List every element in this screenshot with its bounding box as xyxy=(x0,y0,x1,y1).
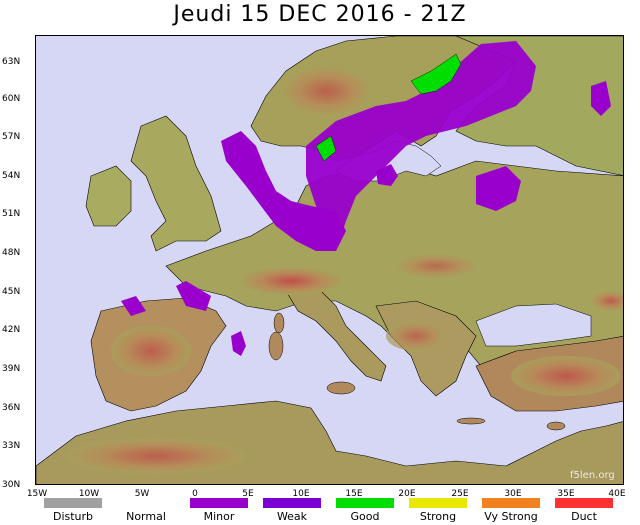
legend: Disturb Normal Minor Weak Good Strong Vy… xyxy=(0,498,640,525)
prop-minor-west xyxy=(221,131,346,251)
lon-label-15e: 15E xyxy=(345,489,363,499)
mountains-atlas xyxy=(66,438,246,474)
prop-good-baltic xyxy=(410,53,462,95)
land-cyprus xyxy=(546,421,566,431)
mountains-alps xyxy=(241,267,341,295)
lon-label-15w: 15W xyxy=(26,489,48,499)
legend-item-good: Good xyxy=(330,498,400,523)
lat-label-42n: 42N xyxy=(2,325,21,335)
lon-label-5e: 5E xyxy=(242,489,254,499)
mountains-scandes xyxy=(281,66,371,116)
land-ireland xyxy=(85,165,132,227)
legend-label: Minor xyxy=(203,510,235,523)
lat-label-48n: 48N xyxy=(2,248,21,258)
prop-minor-sw xyxy=(121,296,146,316)
land-corsica xyxy=(273,312,285,334)
map-title: Jeudi 15 DEC 2016 - 21Z xyxy=(173,2,467,27)
legend-swatch xyxy=(555,498,613,508)
prop-minor-ne xyxy=(591,81,611,116)
prop-minor-north xyxy=(306,41,536,236)
prop-minor-biscay xyxy=(176,281,211,311)
lon-label-25e: 25E xyxy=(451,489,469,499)
legend-item-normal: Normal xyxy=(111,498,181,523)
legend-item-strong: Strong xyxy=(403,498,473,523)
lat-label-45n: 45N xyxy=(2,287,21,297)
lon-label-10w: 10W xyxy=(78,489,100,499)
map-area[interactable] xyxy=(35,35,624,485)
legend-swatch xyxy=(44,498,102,508)
mountains-balkans xyxy=(386,321,446,351)
lon-label-10e: 10E xyxy=(292,489,310,499)
lon-label-40e: 40E xyxy=(608,489,626,499)
legend-label: Disturb xyxy=(52,510,94,523)
legend-item-duct: Duct xyxy=(549,498,619,523)
lon-label-30e: 30E xyxy=(504,489,522,499)
legend-label: Good xyxy=(350,510,380,523)
lon-label-35e: 35E xyxy=(557,489,575,499)
legend-label: Strong xyxy=(419,510,457,523)
legend-swatch xyxy=(190,498,248,508)
legend-item-minor: Minor xyxy=(184,498,254,523)
lon-label-0: 0 xyxy=(192,489,198,499)
prop-minor-east xyxy=(476,166,521,211)
legend-swatch xyxy=(117,498,175,508)
lon-label-5w: 5W xyxy=(134,489,150,499)
watermark: f5len.org xyxy=(570,470,615,481)
lat-label-36n: 36N xyxy=(2,403,21,413)
legend-label: Weak xyxy=(276,510,308,523)
legend-swatch xyxy=(336,498,394,508)
lat-label-63n: 63N xyxy=(2,57,21,67)
lat-label-33n: 33N xyxy=(2,441,21,451)
legend-label: Duct xyxy=(571,510,597,523)
land-great-britain xyxy=(130,115,222,252)
legend-item-vy-strong: Vy Strong xyxy=(476,498,546,523)
legend-item-weak: Weak xyxy=(257,498,327,523)
legend-swatch xyxy=(409,498,467,508)
lat-label-51n: 51N xyxy=(2,209,21,219)
mountains-anatolia xyxy=(511,356,621,396)
sea-black xyxy=(475,303,592,347)
prop-good-south xyxy=(315,135,337,162)
lat-label-39n: 39N xyxy=(2,364,21,374)
lat-label-54n: 54N xyxy=(2,171,21,181)
legend-item-disturb: Disturb xyxy=(38,498,108,523)
map-canvas xyxy=(36,36,623,484)
lon-label-20e: 20E xyxy=(398,489,416,499)
mountains-iberia xyxy=(111,326,191,376)
land-crete xyxy=(456,417,486,425)
prop-minor-east2 xyxy=(376,164,398,186)
lat-label-57n: 57N xyxy=(2,132,21,142)
mountains-caucasus xyxy=(591,291,623,311)
land-sardinia xyxy=(268,331,284,361)
mountains-carpathians xyxy=(396,254,476,278)
legend-swatch xyxy=(263,498,321,508)
legend-swatch xyxy=(482,498,540,508)
land-sicily xyxy=(326,381,356,395)
legend-label: Normal xyxy=(126,510,166,523)
lat-label-30n: 30N xyxy=(2,480,21,490)
legend-label: Vy Strong xyxy=(484,510,538,523)
land-italy xyxy=(285,290,387,382)
prop-minor-med xyxy=(231,331,246,356)
lat-label-60n: 60N xyxy=(2,94,21,104)
